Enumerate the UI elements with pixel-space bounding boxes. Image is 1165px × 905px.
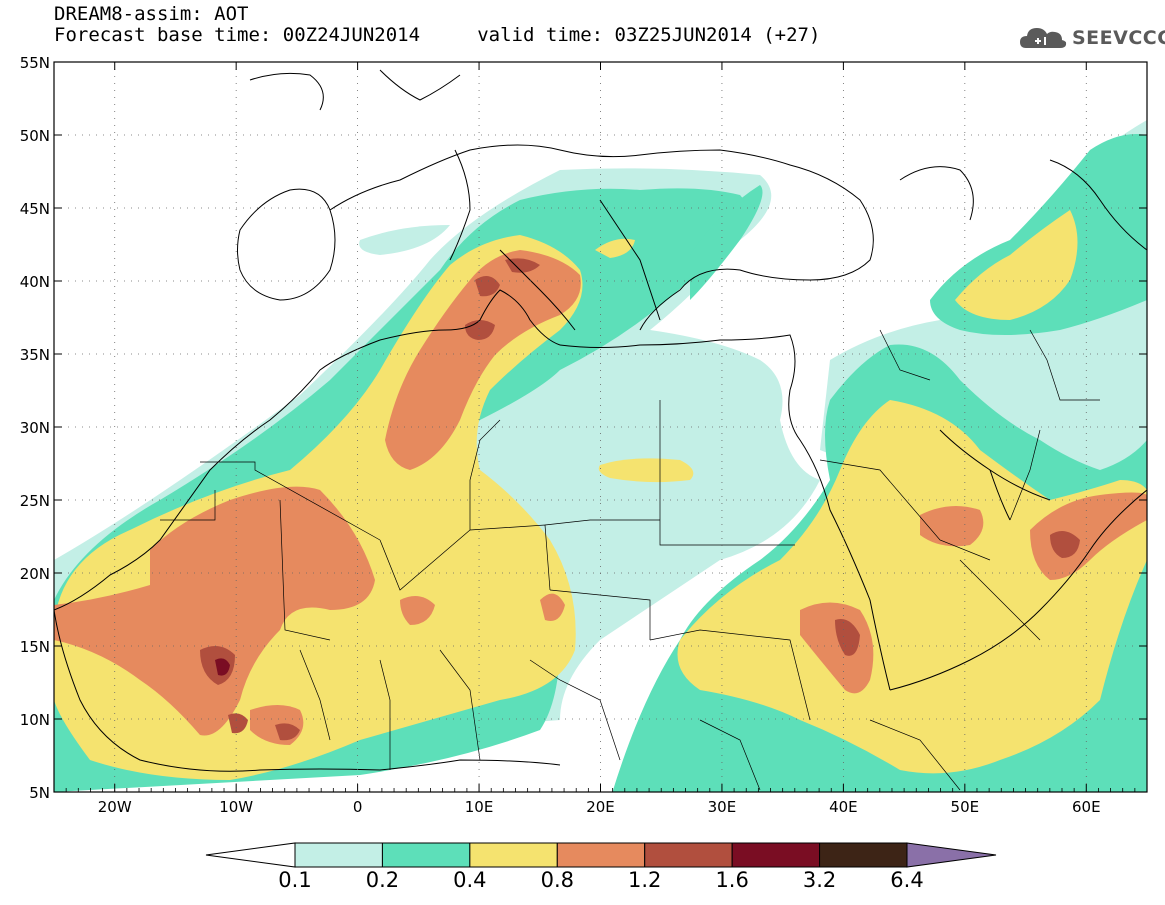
- lon-tick-label: 0: [353, 798, 363, 816]
- colorbar-level-label: 6.4: [890, 868, 923, 892]
- lat-tick-label: 50N: [20, 127, 50, 145]
- lon-tick-label: 40E: [829, 798, 858, 816]
- colorbar-segment: [381, 842, 471, 868]
- lat-tick-label: 10N: [20, 711, 50, 729]
- lon-tick-label: 20W: [98, 798, 132, 816]
- colorbar-level-label: 0.8: [541, 868, 574, 892]
- cloud-icon: [1020, 28, 1067, 48]
- colorbar-segment: [819, 842, 908, 868]
- aot-field: [54, 62, 1147, 792]
- lat-tick-label: 30N: [20, 419, 50, 437]
- colorbar-level-label: 0.2: [366, 868, 399, 892]
- colorbar-segment: [644, 842, 733, 868]
- colorbar-level-label: 0.1: [278, 868, 311, 892]
- coastlines: [54, 69, 1147, 772]
- lon-tick-label: 50E: [951, 798, 980, 816]
- colorbar-level-label: 1.2: [628, 868, 661, 892]
- aot-band-0.8-1.2: [54, 250, 1147, 745]
- map-title: DREAM8-assim: AOT: [54, 3, 249, 25]
- colorbar-over-triangle: [906, 842, 997, 868]
- colorbar-segment: [469, 842, 558, 868]
- lon-tick-label: 10E: [465, 798, 494, 816]
- lat-tick-label: 55N: [20, 54, 50, 72]
- colorbar-segment: [294, 842, 383, 868]
- logo-text: SEEVCCC: [1072, 27, 1165, 49]
- lon-tick-label: 60E: [1072, 798, 1101, 816]
- seevccc-logo: SEEVCCC: [1018, 20, 1165, 56]
- lat-tick-label: 5N: [29, 784, 50, 802]
- colorbar-level-label: 3.2: [803, 868, 836, 892]
- lat-tick-label: 45N: [20, 200, 50, 218]
- lat-tick-label: 20N: [20, 565, 50, 583]
- colorbar-level-label: 0.4: [453, 868, 486, 892]
- aot-band-1.6-3.2: [215, 658, 230, 676]
- map-axes: 55N 50N 45N 40N 35N 30N 25N 20N 15N 10N 5N 20W 10W 0 1…: [20, 54, 1147, 816]
- lon-tick-label: 10W: [219, 798, 253, 816]
- colorbar-segment: [731, 842, 821, 868]
- lon-tick-label: 30E: [708, 798, 737, 816]
- forecast-time-line: Forecast base time: 00Z24JUN2014 valid t…: [54, 24, 821, 46]
- lat-tick-label: 35N: [20, 346, 50, 364]
- graticule: [54, 62, 1147, 792]
- colorbar-under-triangle: [205, 842, 296, 868]
- lat-tick-label: 25N: [20, 492, 50, 510]
- lat-tick-label: 15N: [20, 638, 50, 656]
- lon-tick-label: 20E: [586, 798, 615, 816]
- colorbar: 0.1 0.2 0.4 0.8 1.2 1.6 3.2 6.4: [205, 842, 997, 892]
- colorbar-level-label: 1.6: [715, 868, 748, 892]
- lat-tick-label: 40N: [20, 273, 50, 291]
- colorbar-segment: [556, 842, 646, 868]
